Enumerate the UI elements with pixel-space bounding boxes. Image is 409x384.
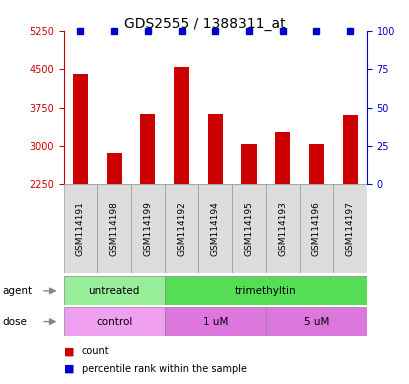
Text: GSM114199: GSM114199 xyxy=(143,201,152,256)
Bar xyxy=(265,184,299,273)
Bar xyxy=(265,307,366,336)
Bar xyxy=(333,184,366,273)
Text: GSM114197: GSM114197 xyxy=(345,201,354,256)
Bar xyxy=(198,184,231,273)
Bar xyxy=(97,184,130,273)
Bar xyxy=(63,307,164,336)
Bar xyxy=(164,307,265,336)
Text: GSM114195: GSM114195 xyxy=(244,201,253,256)
Text: GSM114196: GSM114196 xyxy=(311,201,320,256)
Bar xyxy=(164,184,198,273)
Bar xyxy=(63,276,164,305)
Bar xyxy=(241,144,256,184)
Bar xyxy=(140,114,155,184)
Text: trimethyltin: trimethyltin xyxy=(234,286,296,296)
Text: control: control xyxy=(96,316,132,327)
Text: agent: agent xyxy=(2,286,32,296)
Bar xyxy=(106,152,121,184)
Text: untreated: untreated xyxy=(88,286,139,296)
Text: ■: ■ xyxy=(63,346,74,356)
Text: GSM114192: GSM114192 xyxy=(177,201,186,256)
Text: GSM114198: GSM114198 xyxy=(109,201,118,256)
Bar xyxy=(130,184,164,273)
Text: GSM114194: GSM114194 xyxy=(210,201,219,256)
Text: dose: dose xyxy=(2,316,27,327)
Bar xyxy=(207,114,222,184)
Text: percentile rank within the sample: percentile rank within the sample xyxy=(82,364,246,374)
Text: GDS2555 / 1388311_at: GDS2555 / 1388311_at xyxy=(124,17,285,31)
Text: ■: ■ xyxy=(63,364,74,374)
Bar xyxy=(308,144,323,184)
Bar xyxy=(63,184,97,273)
Bar xyxy=(164,276,366,305)
Text: 1 uM: 1 uM xyxy=(202,316,227,327)
Text: 5 uM: 5 uM xyxy=(303,316,328,327)
Bar xyxy=(342,115,357,184)
Text: count: count xyxy=(82,346,109,356)
Bar xyxy=(173,66,189,184)
Bar xyxy=(274,132,290,184)
Bar xyxy=(299,184,333,273)
Text: GSM114193: GSM114193 xyxy=(277,201,286,256)
Bar xyxy=(73,74,88,184)
Bar xyxy=(231,184,265,273)
Text: GSM114191: GSM114191 xyxy=(76,201,85,256)
